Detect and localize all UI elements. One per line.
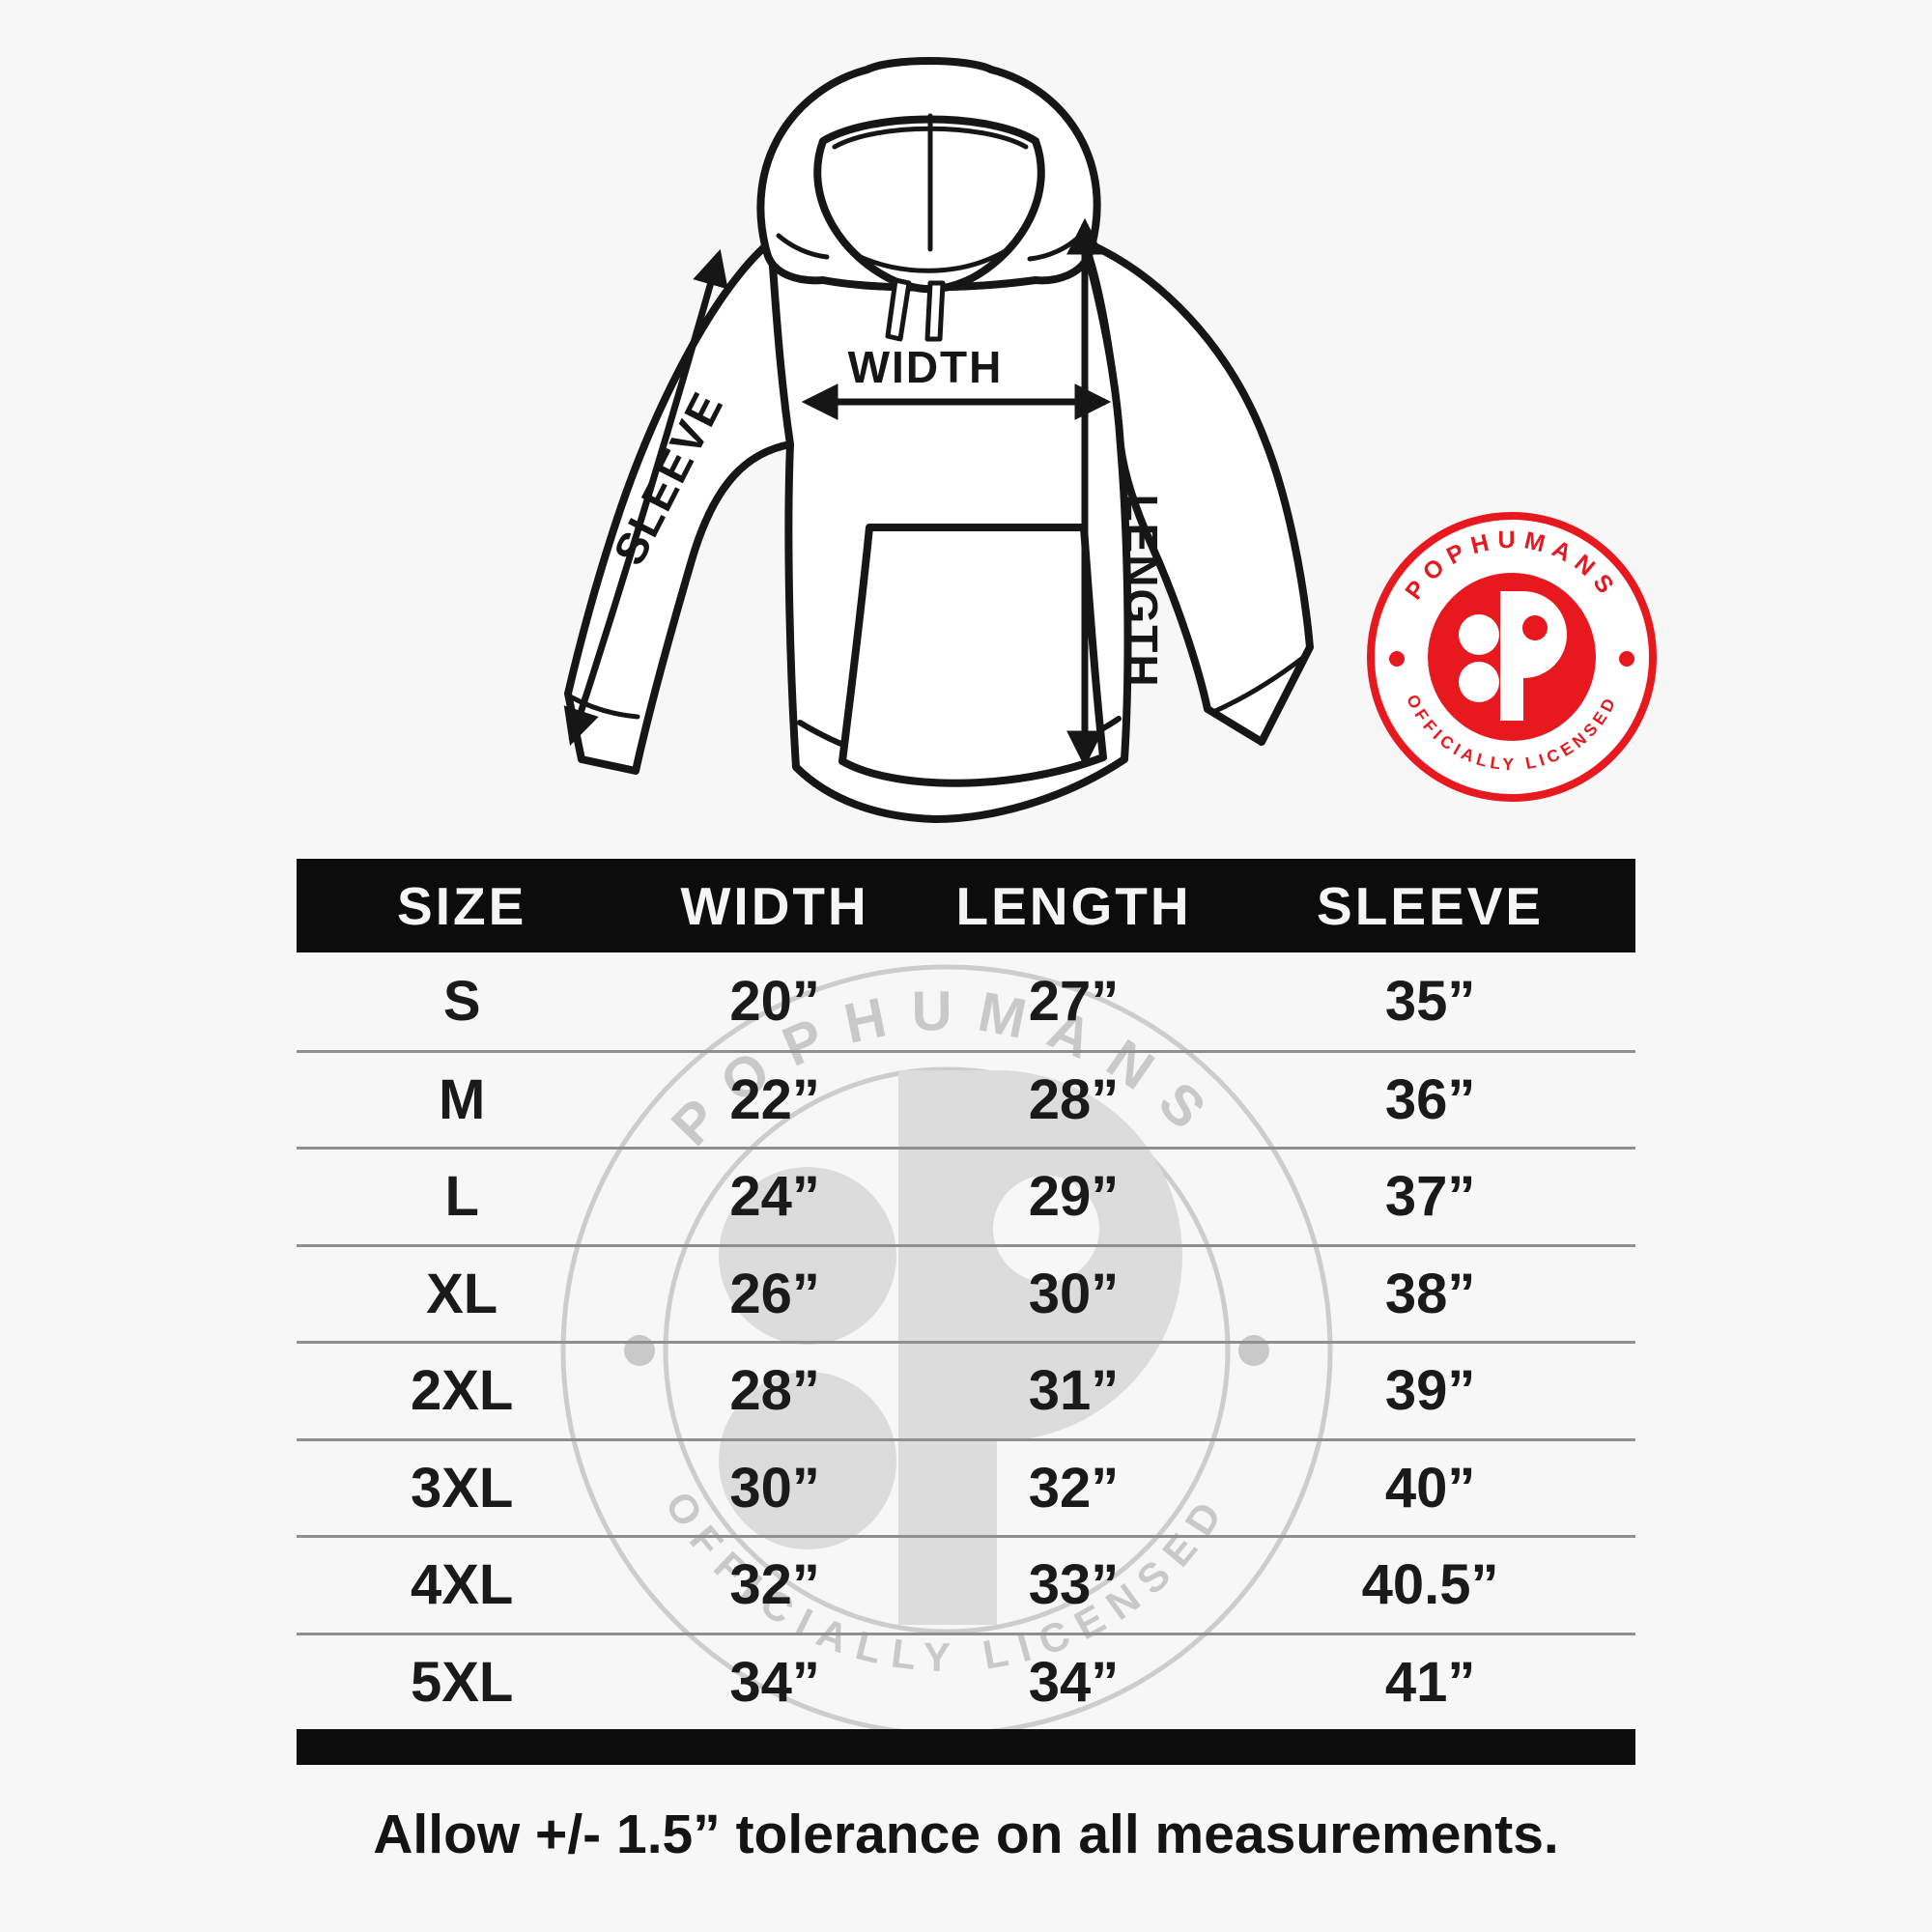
table-row: S 20” 27” 35”: [297, 952, 1635, 1050]
cell-size: S: [442, 969, 481, 1033]
cell-width: 22”: [729, 1067, 820, 1131]
cell-size: XL: [426, 1262, 498, 1325]
cell-width: 28”: [729, 1359, 820, 1423]
table-row: 3XL 30” 32” 40”: [297, 1437, 1635, 1536]
table-row: 5XL 34” 34” 41”: [297, 1632, 1635, 1730]
table-row: M 22” 28” 36”: [297, 1049, 1635, 1148]
hoodie-drawing: [564, 57, 1314, 823]
drawstring-left: [885, 277, 912, 342]
width-label: WIDTH: [848, 342, 1004, 392]
cell-size: 5XL: [410, 1650, 514, 1714]
cell-length: 30”: [1028, 1262, 1120, 1325]
watermark-inner-ring: [663, 1066, 1231, 1634]
length-label: LENGTH: [1117, 494, 1167, 688]
cell-sleeve: 40”: [1384, 1456, 1476, 1520]
cell-size: L: [444, 1165, 479, 1229]
badge-right-dot: [1619, 651, 1634, 667]
hoodie-pocket: [838, 524, 1107, 787]
size-table: SIZE WIDTH LENGTH SLEEVE S 20” 27” 35” M…: [297, 859, 1635, 1765]
hood-back-line: [849, 246, 1011, 273]
table-row: 4XL 32” 33” 40.5”: [297, 1535, 1635, 1633]
cell-length: 31”: [1028, 1359, 1120, 1423]
size-table-bottom-bar: [297, 1729, 1635, 1765]
colon-p-monogram-icon: [719, 1070, 1182, 1625]
cell-sleeve: 36”: [1384, 1067, 1476, 1131]
cell-length: 32”: [1028, 1456, 1120, 1520]
cell-sleeve: 37”: [1384, 1165, 1476, 1229]
pophumans-badge: POPHUMANS OFFICIALLY LICENSED: [1367, 512, 1657, 802]
drawstring-right: [924, 280, 946, 342]
cell-size: 2XL: [410, 1359, 514, 1423]
cell-width: 20”: [729, 969, 820, 1033]
cell-size: M: [439, 1067, 486, 1131]
cell-length: 34”: [1028, 1650, 1120, 1714]
cell-width: 32”: [729, 1553, 820, 1617]
badge-left-dot: [1389, 651, 1405, 667]
cell-width: 24”: [729, 1165, 820, 1229]
size-table-header: SIZE WIDTH LENGTH SLEEVE: [297, 859, 1635, 952]
cell-length: 27”: [1028, 969, 1120, 1033]
cell-length: 29”: [1028, 1165, 1120, 1229]
hoodie-right-cuff-seam: [1212, 654, 1307, 714]
table-row: XL 26” 30” 38”: [297, 1243, 1635, 1342]
cell-width: 26”: [729, 1262, 820, 1325]
tolerance-note: Allow +/- 1.5” tolerance on all measurem…: [373, 1804, 1559, 1865]
cell-width: 30”: [729, 1456, 820, 1520]
cell-size: 4XL: [410, 1553, 514, 1617]
cell-size: 3XL: [410, 1456, 514, 1520]
cell-sleeve: 38”: [1384, 1262, 1476, 1325]
cell-sleeve: 40.5”: [1361, 1553, 1499, 1617]
badge-colon-p-monogram-icon: [1459, 591, 1567, 721]
cell-length: 28”: [1028, 1067, 1120, 1131]
cell-sleeve: 39”: [1384, 1359, 1476, 1423]
cell-sleeve: 41”: [1384, 1650, 1476, 1714]
table-row: L 24” 29” 37”: [297, 1147, 1635, 1244]
cell-width: 34”: [729, 1650, 820, 1714]
table-row: 2XL 28” 31” 39”: [297, 1341, 1635, 1438]
col-header-size: SIZE: [397, 875, 527, 936]
col-header-sleeve: SLEEVE: [1317, 875, 1545, 936]
col-header-width: WIDTH: [680, 875, 869, 936]
col-header-length: LENGTH: [955, 875, 1192, 936]
cell-length: 33”: [1028, 1553, 1120, 1617]
sleeve-arrow: [563, 248, 728, 746]
hood-left-fold: [776, 233, 830, 260]
cell-sleeve: 35”: [1384, 969, 1476, 1033]
